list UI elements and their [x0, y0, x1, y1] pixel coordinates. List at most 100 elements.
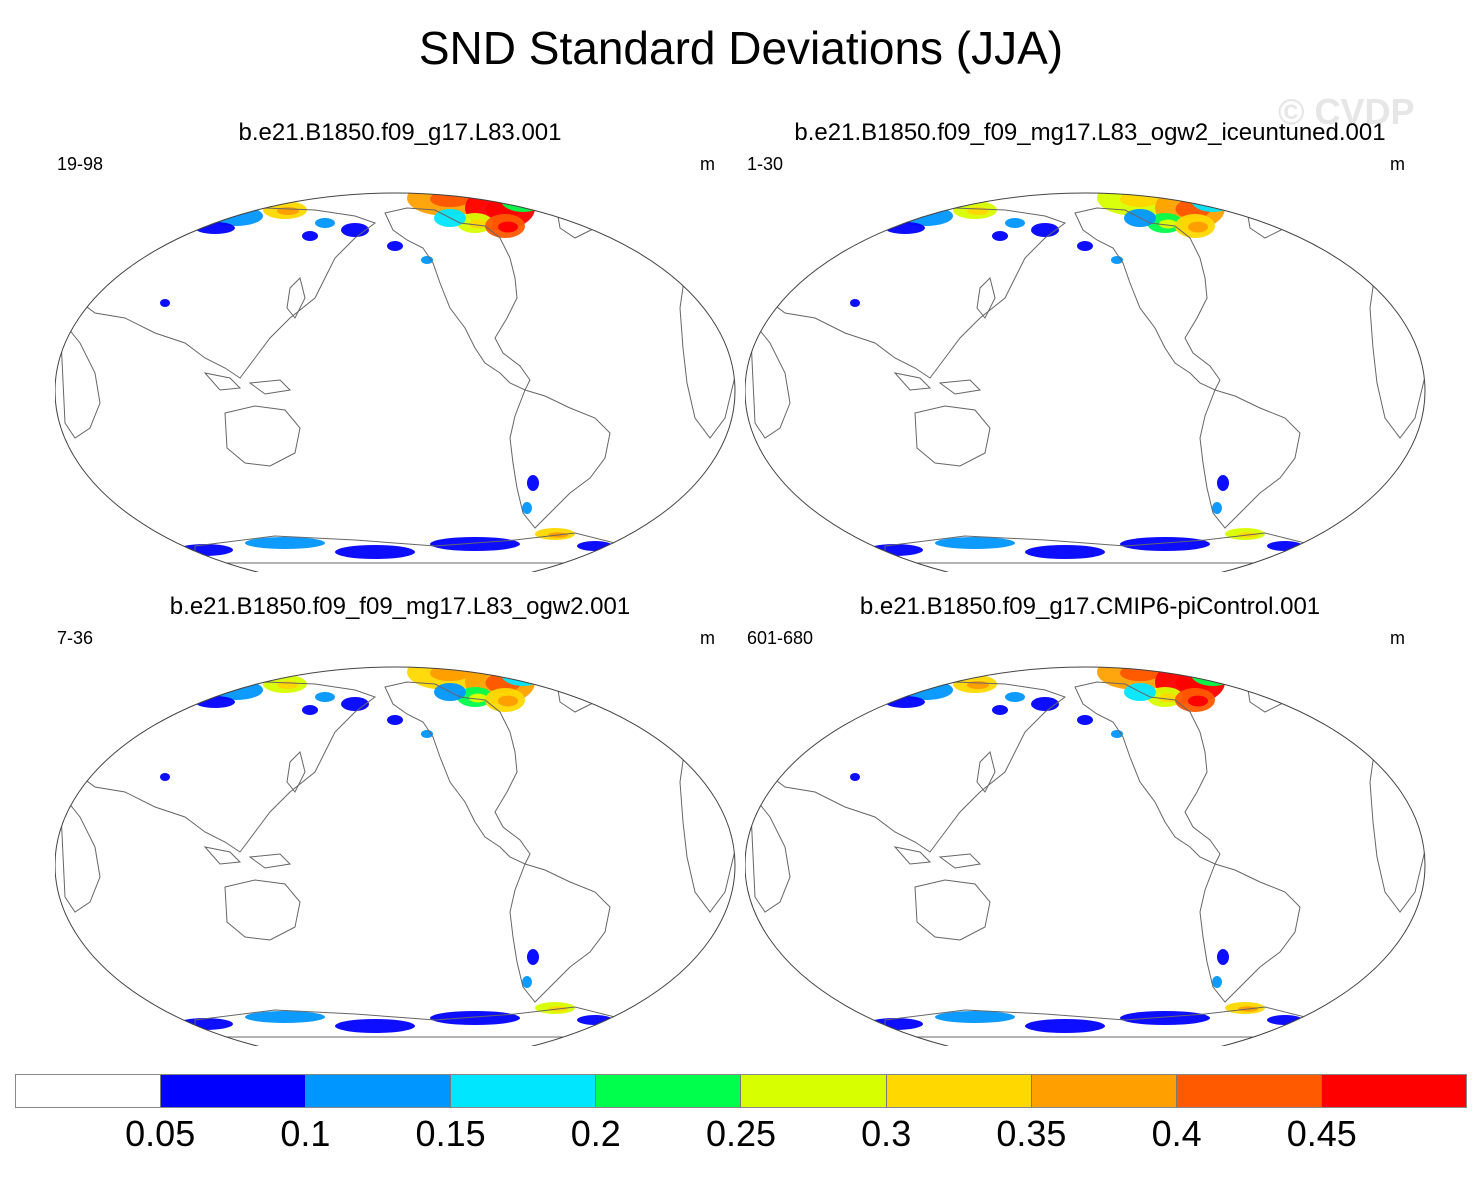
snow-variability-patch [501, 193, 545, 212]
coastline [893, 372, 932, 391]
panel-year-range: 7-36 [57, 628, 94, 648]
map-plot [745, 192, 1426, 572]
coastline [938, 379, 982, 395]
snow-variability-patch [1031, 697, 1059, 711]
panel-unit: m [1390, 154, 1405, 174]
snow-variability-patch [430, 537, 520, 551]
coastline [764, 681, 1067, 853]
snow-variability-patch [1005, 692, 1025, 702]
snow-variability-patch [1191, 193, 1235, 212]
snow-variability-patch [1120, 537, 1210, 551]
snow-variability-patch [1212, 502, 1222, 514]
coastline [764, 207, 1067, 379]
panel-year-range: 1-30 [747, 154, 784, 174]
panel-title: b.e21.B1850.f09_f09_mg17.L83_ogw2_iceunt… [794, 119, 1386, 146]
colorbar-tick-label: 0.25 [705, 1113, 777, 1154]
map-border [745, 192, 1426, 572]
colorbar-tick-label: 0.2 [570, 1113, 621, 1154]
snow-variability-patch [245, 1011, 325, 1023]
snow-variability-patch [430, 193, 470, 208]
snow-variability-patch [522, 502, 532, 514]
figure-title: SND Standard Deviations (JJA) [418, 22, 1064, 74]
coastline [679, 247, 735, 439]
coastline [1244, 669, 1291, 713]
colorbar-box [16, 1075, 162, 1107]
map-border [745, 666, 1426, 1046]
map-plot [745, 666, 1426, 1046]
coastline [976, 751, 996, 793]
colorbar-box [1321, 1075, 1466, 1107]
colorbar-box [451, 1075, 597, 1107]
panel-year-range: 601-680 [747, 628, 814, 648]
map-border [55, 666, 736, 1046]
map-panel-2: b.e21.B1850.f09_f09_mg17.L83_ogw2_iceunt… [745, 118, 1435, 573]
panel-unit: m [700, 154, 715, 174]
snow-variability-patch [867, 544, 923, 556]
map-plot [55, 192, 736, 572]
coastline [1369, 247, 1425, 439]
snow-variability-patch [527, 949, 539, 965]
map-panel-3: b.e21.B1850.f09_f09_mg17.L83_ogw2.001 7-… [55, 592, 745, 1047]
snow-variability-patch [1188, 695, 1208, 707]
snow-variability-patch [992, 705, 1008, 715]
snow-variability-patch [1159, 219, 1177, 229]
coastline [248, 853, 292, 869]
coastline [194, 532, 616, 564]
snow-variability-patch [335, 1019, 415, 1033]
coastline [224, 405, 301, 467]
colorbar [15, 1074, 1467, 1108]
colorbar-tick-label: 0.35 [996, 1113, 1067, 1154]
snow-variability-patch [1077, 715, 1093, 725]
coastline [286, 277, 306, 319]
panel-unit: m [700, 628, 715, 648]
snow-variability-patch [501, 667, 545, 686]
coastline [203, 846, 242, 865]
coastline [884, 532, 1306, 564]
snow-variability-patch [522, 976, 532, 988]
coastline [749, 316, 791, 439]
snow-variability-patch [315, 218, 335, 228]
coastline [1244, 195, 1291, 239]
snow-variability-patch [1120, 667, 1160, 682]
snow-variability-patch [1005, 218, 1025, 228]
coastline [203, 372, 242, 391]
map-content [59, 193, 735, 564]
snow-variability-patch [387, 241, 403, 251]
snow-variability-patch [469, 219, 487, 229]
colorbar-tick-label: 0.45 [1286, 1113, 1357, 1154]
colorbar-tick-label: 0.1 [280, 1113, 331, 1154]
colorbar-tick-label: 0.3 [861, 1113, 912, 1154]
snow-variability-patch [315, 692, 335, 702]
coastline [509, 863, 611, 1003]
coastline [938, 853, 982, 869]
panel-title: b.e21.B1850.f09_f09_mg17.L83_ogw2.001 [169, 593, 631, 620]
snow-variability-patch [850, 773, 860, 781]
snow-variability-patch [245, 537, 325, 549]
snow-variability-patch [387, 715, 403, 725]
coastline [554, 195, 601, 239]
coastline [976, 277, 996, 319]
map-content [749, 193, 1425, 564]
snow-variability-patch [160, 773, 170, 781]
coastline [509, 389, 611, 529]
panel-year-range: 19-98 [57, 154, 104, 174]
colorbar-box [741, 1075, 887, 1107]
snow-variability-patch [935, 537, 1015, 549]
coastline [884, 1006, 1306, 1038]
snow-variability-patch [430, 667, 470, 682]
snow-variability-patch [177, 544, 233, 556]
snow-variability-patch [469, 693, 487, 703]
snow-variability-patch [160, 299, 170, 307]
snow-variability-patch [498, 695, 518, 707]
map-panel-4: b.e21.B1850.f09_g17.CMIP6-piControl.001 … [745, 592, 1435, 1047]
colorbar-box [1031, 1075, 1177, 1107]
coastline [194, 1006, 616, 1038]
snow-variability-patch [867, 1018, 923, 1030]
snow-variability-patch [302, 705, 318, 715]
coastline [554, 669, 601, 713]
coastline [224, 879, 301, 941]
coastline [1369, 721, 1425, 913]
snow-variability-patch [1212, 976, 1222, 988]
snow-variability-patch [498, 221, 518, 233]
map-panel-1: b.e21.B1850.f09_g17.L83.001 19-98 m [55, 118, 745, 573]
